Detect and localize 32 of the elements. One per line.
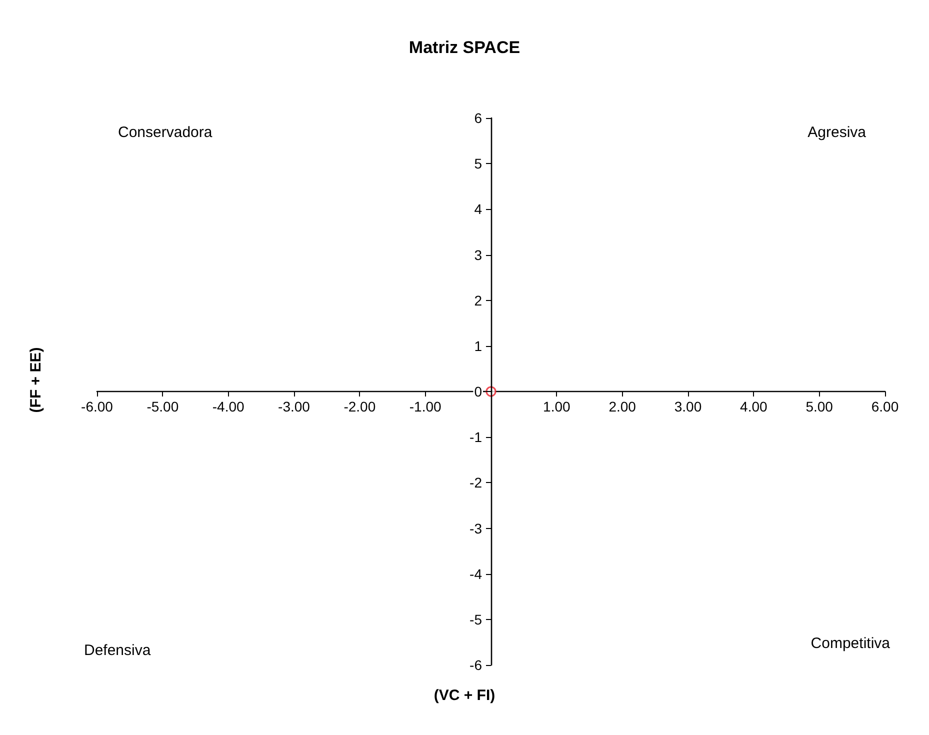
y-tick-label: 4 [474, 201, 482, 218]
y-tick-label: 1 [474, 338, 482, 354]
x-tick-label: 5.00 [806, 398, 834, 414]
chart-title: Matriz SPACE [408, 38, 520, 57]
y-tick-label: -1 [470, 429, 482, 446]
x-axis-title: (VC + FI) [434, 687, 496, 704]
y-tick-label: -3 [470, 520, 482, 536]
annotation: Competitiva [810, 635, 891, 652]
x-tick-label: -1.00 [409, 398, 442, 414]
y-axis-title: (FF + EE) [28, 347, 44, 413]
x-tick-label: 3.00 [674, 398, 702, 414]
annotation: Conservadora [118, 124, 213, 141]
y-tick-label: -6 [470, 657, 482, 673]
y-tick-label: -2 [470, 474, 482, 491]
x-tick-label: 1.00 [543, 398, 571, 414]
x-tick-label: -2.00 [344, 398, 376, 414]
x-tick-label: -4.00 [212, 398, 244, 414]
annotation: Agresiva [808, 124, 867, 141]
annotation: Defensiva [84, 642, 152, 659]
x-tick-label: 4.00 [740, 398, 768, 414]
y-tick-label: 6 [474, 110, 482, 126]
y-tick-label: -5 [470, 611, 482, 628]
y-tick-label: 0 [474, 384, 482, 400]
x-tick-label: -5.00 [146, 398, 179, 414]
y-tick-label: -4 [470, 566, 482, 582]
x-tick-label: 2.00 [608, 398, 636, 414]
y-tick-label: 2 [474, 292, 482, 308]
y-tick-label: 5 [474, 156, 482, 172]
y-tick-label: 3 [474, 246, 482, 263]
x-tick-label: -6.00 [81, 398, 114, 414]
x-tick-label: -3.00 [278, 398, 310, 414]
x-tick-label: 6.00 [871, 398, 899, 414]
